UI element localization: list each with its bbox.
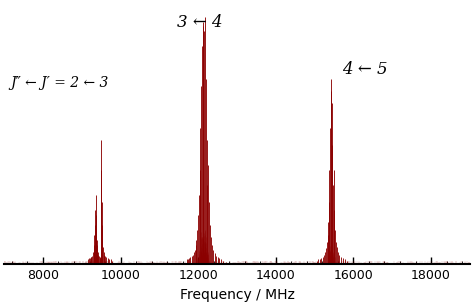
Text: J″ ← J′ = 2 ← 3: J″ ← J′ = 2 ← 3	[10, 76, 109, 90]
Text: 3 ← 4: 3 ← 4	[177, 14, 223, 31]
X-axis label: Frequency / MHz: Frequency / MHz	[180, 288, 294, 302]
Text: 4 ← 5: 4 ← 5	[342, 61, 387, 78]
